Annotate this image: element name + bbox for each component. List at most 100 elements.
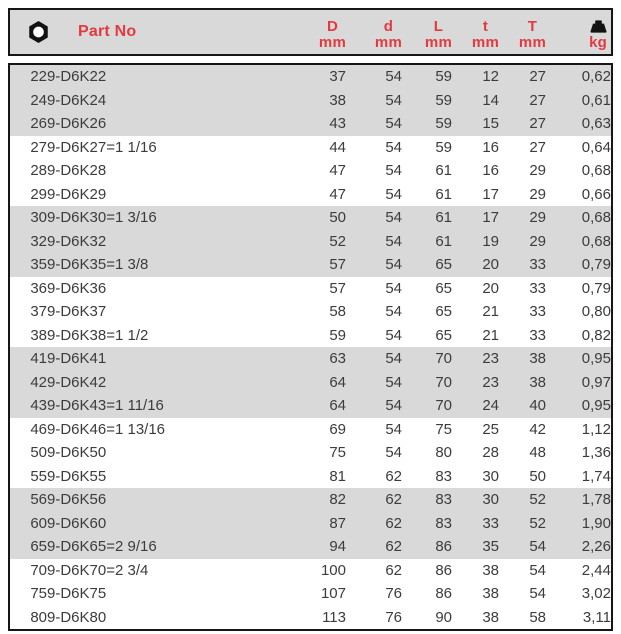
- dim-T-cell: 52: [529, 491, 546, 508]
- weight-kg-cell: 1,36: [581, 444, 611, 461]
- dim-t-cell: 20: [482, 256, 499, 273]
- dim-L-cell: 86: [435, 538, 452, 555]
- dim-t-cell: 25: [482, 420, 499, 438]
- weight-kg-cell: 0,62: [581, 68, 611, 85]
- part-no-cell: 9-D6K56: [47, 491, 107, 508]
- weight-kg-cell: 0,68: [581, 232, 611, 250]
- weight-kg-cell: 2,26: [581, 538, 611, 555]
- part-no-cell: 9-D6K37: [47, 303, 107, 320]
- table-row: 32 9-D6K32 52 54 61 19 29 0,68: [10, 229, 611, 253]
- weight-kg-cell: 2,44: [581, 561, 611, 579]
- dim-d-cell: 54: [385, 68, 402, 85]
- table-row: 46 9-D6K46=1 13/16 69 54 75 25 42 1,12: [10, 418, 611, 442]
- dim-t-cell: 23: [482, 373, 499, 391]
- dim-T-cell: 33: [529, 326, 546, 344]
- dim-L-cell: 90: [435, 608, 452, 626]
- dim-t-cell: 12: [482, 68, 499, 85]
- weight-kg-cell: 1,90: [581, 514, 611, 532]
- dim-D-cell: 64: [329, 373, 346, 391]
- dim-T-cell: 50: [529, 467, 546, 485]
- dim-t-cell: 35: [482, 538, 499, 555]
- weight-kg-cell: 0,68: [581, 209, 611, 226]
- dim-d-cell: 54: [385, 350, 402, 367]
- dim-T-cell: 54: [529, 585, 546, 602]
- size-cell: 27: [30, 138, 47, 156]
- dim-d-cell: 54: [385, 397, 402, 414]
- dim-T-cell: 29: [529, 232, 546, 250]
- size-cell: 75: [30, 585, 47, 602]
- table-row: 26 9-D6K26 43 54 59 15 27 0,63: [10, 112, 611, 136]
- dim-D-cell: 69: [329, 420, 346, 438]
- part-no-cell: 9-D6K65=2 9/16: [47, 538, 157, 555]
- dim-t-cell: 38: [482, 608, 499, 626]
- dim-d-cell: 54: [385, 209, 402, 226]
- part-no-cell: 9-D6K22: [47, 68, 107, 85]
- size-cell: 32: [30, 232, 47, 250]
- size-cell: 50: [30, 444, 47, 461]
- table-row: 37 9-D6K37 58 54 65 21 33 0,80: [10, 300, 611, 324]
- dim-D-cell: 58: [329, 303, 346, 320]
- part-no-cell: 9-D6K27=1 1/16: [47, 138, 157, 156]
- part-no-cell: 9-D6K55: [47, 467, 107, 485]
- dim-t-cell: 15: [482, 115, 499, 132]
- dim-D-cell: 59: [329, 326, 346, 344]
- dim-t-cell: 21: [482, 303, 499, 320]
- table-row: 38 9-D6K38=1 1/2 59 54 65 21 33 0,82: [10, 324, 611, 348]
- dim-t-cell: 24: [482, 397, 499, 414]
- dim-t-cell: 30: [482, 467, 499, 485]
- weight-kg-cell: 0,68: [581, 162, 611, 179]
- dim-D-cell: 57: [329, 279, 346, 297]
- table-row: 35 9-D6K35=1 3/8 57 54 65 20 33 0,79: [10, 253, 611, 277]
- hex-nut-icon: [28, 20, 49, 44]
- weight-icon: [589, 20, 607, 33]
- table-row: 30 9-D6K30=1 3/16 50 54 61 17 29 0,68: [10, 206, 611, 230]
- col-header-D-unit: mm: [318, 34, 346, 51]
- col-header-D: D mm: [296, 10, 346, 54]
- dim-d-cell: 54: [385, 115, 402, 132]
- dim-T-cell: 33: [529, 303, 546, 320]
- col-header-t: t mm: [452, 10, 499, 54]
- dim-t-cell: 17: [482, 185, 499, 203]
- part-no-cell: 9-D6K26: [47, 115, 107, 132]
- dim-T-cell: 27: [529, 68, 546, 85]
- part-no-cell: 9-D6K36: [47, 279, 107, 297]
- dim-T-cell: 29: [529, 162, 546, 179]
- table-row: 22 9-D6K22 37 54 59 12 27 0,62: [10, 65, 611, 89]
- table-row: 60 9-D6K60 87 62 83 33 52 1,90: [10, 511, 611, 535]
- weight-kg-cell: 3,11: [582, 608, 611, 626]
- dim-D-cell: 82: [329, 491, 346, 508]
- part-no-cell: 9-D6K60: [47, 514, 107, 532]
- dim-d-cell: 62: [385, 561, 402, 579]
- dim-t-cell: 21: [482, 326, 499, 344]
- part-no-cell: 9-D6K28: [47, 162, 107, 179]
- dim-D-cell: 37: [329, 68, 346, 85]
- dim-d-cell: 54: [385, 373, 402, 391]
- dim-D-cell: 100: [320, 561, 346, 579]
- dim-L-cell: 75: [435, 420, 452, 438]
- dim-T-cell: 58: [529, 608, 546, 626]
- dim-d-cell: 54: [385, 444, 402, 461]
- dim-d-cell: 54: [385, 232, 402, 250]
- col-header-L-label: L: [433, 18, 444, 35]
- dim-L-cell: 86: [435, 561, 452, 579]
- size-cell: 56: [30, 491, 47, 508]
- weight-kg-cell: 0,97: [581, 373, 611, 391]
- table-row: 36 9-D6K36 57 54 65 20 33 0,79: [10, 277, 611, 301]
- dim-d-cell: 54: [385, 162, 402, 179]
- size-cell: 24: [30, 91, 47, 109]
- table-row: 70 9-D6K70=2 3/4 100 62 86 38 54 2,44: [10, 559, 611, 583]
- dim-L-cell: 59: [435, 115, 452, 132]
- dim-L-cell: 83: [435, 491, 452, 508]
- dim-d-cell: 54: [385, 256, 402, 273]
- dim-t-cell: 14: [482, 91, 499, 109]
- table-row: 80 9-D6K80 113 76 90 38 58 3,11: [10, 606, 611, 630]
- part-no-cell: 9-D6K43=1 11/16: [47, 397, 164, 414]
- dim-t-cell: 28: [482, 444, 499, 461]
- dim-d-cell: 62: [385, 538, 402, 555]
- col-header-T-label: T: [527, 18, 538, 35]
- dim-T-cell: 54: [529, 538, 546, 555]
- table-row: 28 9-D6K28 47 54 61 16 29 0,68: [10, 159, 611, 183]
- dim-T-cell: 29: [529, 185, 546, 203]
- dim-T-cell: 38: [529, 373, 546, 391]
